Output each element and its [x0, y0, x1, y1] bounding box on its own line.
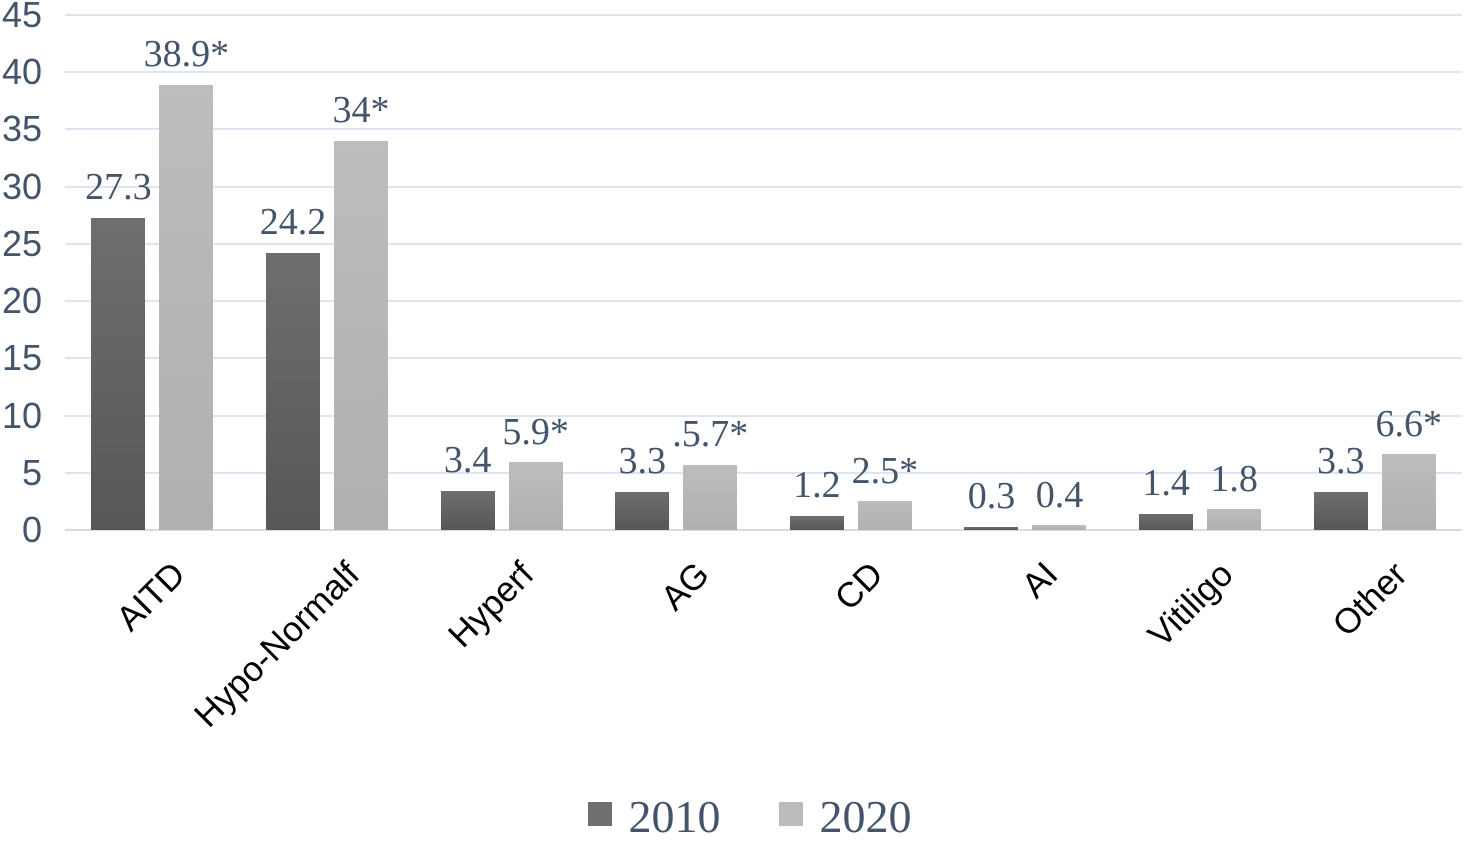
value-label-2010-hyperf: 3.4: [443, 439, 492, 482]
bar-2010-cd: [789, 516, 844, 530]
bar-2020-other: [1381, 454, 1436, 530]
y-axis-tick-label: 25: [1, 222, 42, 264]
x-axis-label-hyperf: Hyperf: [441, 554, 542, 656]
legend-swatch-2020: [778, 802, 803, 826]
value-label-2020-aitd: 38.9*: [143, 32, 230, 75]
y-axis-tick-label: 10: [1, 394, 42, 436]
value-label-2020-ai: 0.4: [1035, 473, 1084, 516]
bar-2010-ai: [964, 526, 1019, 530]
bar-2020-ai: [1032, 525, 1087, 530]
legend-item-2020: 2020: [778, 791, 912, 842]
x-axis-label-ai: AI: [1014, 554, 1066, 606]
bar-2020-cd: [857, 501, 912, 530]
gridline: [65, 185, 1462, 188]
gridline: [65, 242, 1462, 245]
bar-2020-ag: [683, 464, 738, 530]
bar-2010-hypo-normalf: [265, 253, 320, 530]
value-label-2020-hypo-normalf: 34*: [332, 89, 390, 131]
bar-2010-aitd: [91, 217, 146, 530]
bar-2020-hyperf: [508, 462, 563, 530]
value-label-2010-other: 3.3: [1316, 440, 1365, 483]
plot-area: 27.3 38.9* 24.2 34* 3.4 5.9* 3.3.5.7* 1.2 2.5* 0.…: [65, 14, 1462, 531]
y-axis-tick-label: 30: [1, 165, 42, 207]
bar-2010-vitiligo: [1139, 513, 1194, 530]
y-axis-tick-label: 45: [1, 0, 42, 35]
bar-2020-aitd: [159, 84, 214, 530]
gridline: [65, 357, 1462, 360]
legend-item-2010: 2010: [587, 791, 721, 842]
x-axis-label-hypo-normalf: Hypo-Normalf: [186, 554, 368, 735]
x-axis-label-vitiligo: Vitiligo: [1140, 554, 1241, 655]
value-label-2020-hyperf: 5.9*: [502, 410, 569, 453]
x-axis-label-aitd: AITD: [108, 554, 193, 639]
bar-2020-vitiligo: [1207, 509, 1262, 530]
bar-2010-hyperf: [440, 491, 495, 530]
bar-2010-other: [1313, 492, 1368, 530]
y-axis-tick-label: 35: [1, 108, 42, 150]
y-axis-tick-label: 15: [1, 337, 42, 379]
legend-label-2020: 2020: [819, 791, 912, 842]
gridline: [65, 14, 1462, 16]
gridline: [65, 414, 1462, 417]
value-label-2020-vitiligo: 1.8: [1210, 457, 1258, 500]
value-label-2010-vitiligo: 1.4: [1142, 462, 1190, 505]
y-axis-tick-label: 0: [21, 509, 42, 550]
y-axis-tick-label: 40: [1, 51, 42, 93]
gridline: [65, 71, 1462, 74]
bar-2020-hypo-normalf: [333, 140, 388, 530]
x-axis-label-cd: CD: [827, 554, 891, 618]
value-label-2010-aitd: 27.3: [85, 165, 152, 208]
value-label-2020-other: 6.6*: [1375, 402, 1442, 445]
value-label-2020-ag: .5.7*: [672, 412, 749, 455]
value-label-2010-ai: 0.3: [967, 474, 1016, 517]
gridline: [65, 128, 1462, 131]
legend-swatch-2010: [587, 802, 612, 826]
x-axis-line: [65, 529, 1462, 531]
x-axis-label-ag: AG: [653, 554, 717, 618]
value-label-2010-hypo-normalf: 24.2: [259, 201, 327, 244]
value-label-2020-cd: 2.5*: [851, 449, 919, 492]
gridline: [65, 471, 1462, 474]
bar-2010-ag: [615, 492, 670, 530]
value-label-2010-ag: 3.3: [618, 440, 666, 483]
y-axis-tick-label: 5: [21, 451, 42, 493]
legend-label-2010: 2010: [628, 791, 721, 842]
chart-legend: 2010 2020: [16, 794, 1467, 840]
gridline: [65, 300, 1462, 303]
value-label-2010-cd: 1.2: [793, 464, 841, 507]
y-axis-tick-label: 20: [1, 280, 42, 322]
x-axis-label-other: Other: [1325, 554, 1415, 645]
